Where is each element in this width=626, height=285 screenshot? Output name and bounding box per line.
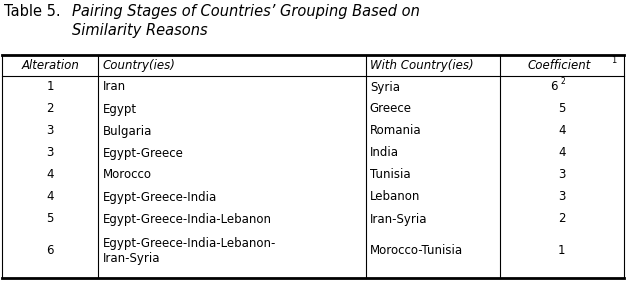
Text: 4: 4: [46, 190, 54, 203]
Text: Iran-Syria: Iran-Syria: [370, 213, 428, 225]
Text: 1: 1: [611, 56, 616, 65]
Text: 3: 3: [558, 190, 565, 203]
Text: Morocco-Tunisia: Morocco-Tunisia: [370, 245, 463, 258]
Text: Egypt-Greece: Egypt-Greece: [103, 146, 183, 160]
Text: 3: 3: [46, 125, 54, 137]
Text: 4: 4: [46, 168, 54, 182]
Text: Egypt: Egypt: [103, 103, 136, 115]
Text: Romania: Romania: [370, 125, 421, 137]
Text: Egypt-Greece-India: Egypt-Greece-India: [103, 190, 217, 203]
Text: Syria: Syria: [370, 80, 400, 93]
Text: 1: 1: [558, 245, 565, 258]
Text: 1: 1: [46, 80, 54, 93]
Text: Coefficient: Coefficient: [527, 59, 590, 72]
Text: 2: 2: [46, 103, 54, 115]
Text: Bulgaria: Bulgaria: [103, 125, 151, 137]
Text: 6: 6: [46, 245, 54, 258]
Text: Morocco: Morocco: [103, 168, 151, 182]
Text: India: India: [370, 146, 399, 160]
Text: Egypt-Greece-India-Lebanon: Egypt-Greece-India-Lebanon: [103, 213, 272, 225]
Text: Pairing Stages of Countries’ Grouping Based on
Similarity Reasons: Pairing Stages of Countries’ Grouping Ba…: [72, 4, 420, 38]
Text: 3: 3: [46, 146, 54, 160]
Text: Alteration: Alteration: [21, 59, 79, 72]
Text: Egypt-Greece-India-Lebanon-
Iran-Syria: Egypt-Greece-India-Lebanon- Iran-Syria: [103, 237, 276, 265]
Text: Lebanon: Lebanon: [370, 190, 420, 203]
Text: Tunisia: Tunisia: [370, 168, 411, 182]
Text: 2: 2: [558, 213, 565, 225]
Text: 4: 4: [558, 146, 565, 160]
Text: Greece: Greece: [370, 103, 412, 115]
Text: 4: 4: [558, 125, 565, 137]
Text: 2: 2: [561, 78, 565, 87]
Text: 6: 6: [550, 80, 558, 93]
Text: 3: 3: [558, 168, 565, 182]
Text: With Country(ies): With Country(ies): [370, 59, 473, 72]
Text: Country(ies): Country(ies): [103, 59, 175, 72]
Text: 5: 5: [46, 213, 54, 225]
Text: Table 5.: Table 5.: [4, 4, 61, 19]
Text: 5: 5: [558, 103, 565, 115]
Text: Iran: Iran: [103, 80, 126, 93]
